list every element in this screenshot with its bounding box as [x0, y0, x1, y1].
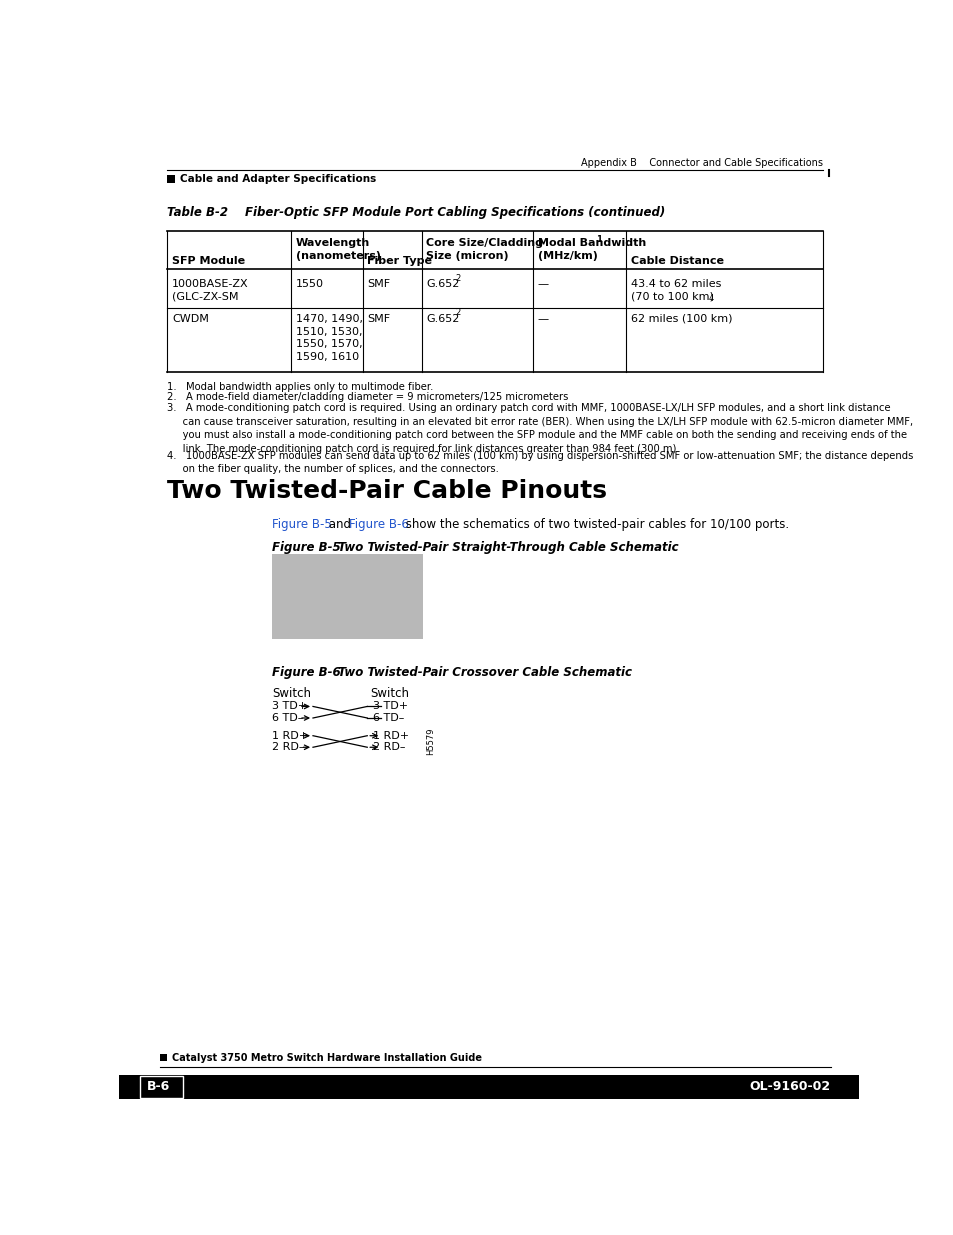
Text: Two Twisted-Pair Cable Pinouts: Two Twisted-Pair Cable Pinouts [167, 479, 607, 504]
Bar [119, 1074, 858, 1099]
Text: 6 TD–: 6 TD– [373, 713, 404, 722]
Text: H5579: H5579 [426, 727, 435, 756]
Text: 1470, 1490,
1510, 1530,
1550, 1570,
1590, 1610: 1470, 1490, 1510, 1530, 1550, 1570, 1590… [295, 314, 362, 362]
Text: Cable and Adapter Specifications: Cable and Adapter Specifications [179, 174, 375, 184]
Text: SFP Module: SFP Module [172, 256, 245, 266]
Text: CWDM: CWDM [172, 314, 209, 324]
Text: Cable Distance: Cable Distance [630, 256, 723, 266]
Text: 2: 2 [456, 309, 460, 317]
Text: Appendix B    Connector and Cable Specifications: Appendix B Connector and Cable Specifica… [580, 158, 822, 168]
Text: 1 RD+: 1 RD+ [272, 731, 308, 741]
Text: SMF: SMF [367, 314, 390, 324]
Text: G.652: G.652 [426, 279, 459, 289]
Text: B-6: B-6 [146, 1081, 170, 1093]
Text: OL-9160-02: OL-9160-02 [749, 1081, 830, 1093]
Bar [272, 555, 422, 638]
Text: 4.   1000BASE-ZX SFP modules can send data up to 62 miles (100 km) by using disp: 4. 1000BASE-ZX SFP modules can send data… [167, 451, 913, 474]
Text: —: — [537, 314, 548, 324]
Text: Catalyst 3750 Metro Switch Hardware Installation Guide: Catalyst 3750 Metro Switch Hardware Inst… [172, 1053, 481, 1063]
Text: Switch: Switch [370, 687, 409, 700]
Text: Modal Bandwidth
(MHz/km): Modal Bandwidth (MHz/km) [537, 238, 645, 261]
Bar [159, 1055, 167, 1061]
Text: G.652: G.652 [426, 314, 459, 324]
Text: Wavelength
(nanometers): Wavelength (nanometers) [295, 238, 380, 261]
Text: 1 RD+: 1 RD+ [373, 731, 409, 741]
Text: —: — [537, 279, 548, 289]
Text: Two Twisted-Pair Straight-Through Cable Schematic: Two Twisted-Pair Straight-Through Cable … [337, 541, 678, 555]
Text: 43.4 to 62 miles
(70 to 100 km): 43.4 to 62 miles (70 to 100 km) [630, 279, 720, 301]
Text: 1: 1 [596, 235, 601, 243]
Text: Fiber-Optic SFP Module Port Cabling Specifications (continued): Fiber-Optic SFP Module Port Cabling Spec… [245, 206, 664, 219]
Text: 1550: 1550 [295, 279, 324, 289]
Bar [140, 1076, 183, 1098]
Text: Fiber Type: Fiber Type [367, 256, 432, 266]
Text: 4: 4 [707, 294, 713, 303]
Text: Two Twisted-Pair Crossover Cable Schematic: Two Twisted-Pair Crossover Cable Schemat… [337, 667, 631, 679]
Text: 6 TD–: 6 TD– [272, 713, 303, 722]
Text: Core Size/Cladding
Size (micron): Core Size/Cladding Size (micron) [426, 238, 542, 261]
Text: 2: 2 [456, 274, 460, 283]
Text: 62 miles (100 km): 62 miles (100 km) [630, 314, 732, 324]
Text: 1.   Modal bandwidth applies only to multimode fiber.: 1. Modal bandwidth applies only to multi… [167, 382, 434, 391]
Text: 3 TD+: 3 TD+ [373, 701, 408, 711]
Text: Switch: Switch [272, 687, 311, 700]
Text: 2 RD–: 2 RD– [373, 742, 406, 752]
Text: 1000BASE-ZX
(GLC-ZX-SM: 1000BASE-ZX (GLC-ZX-SM [172, 279, 249, 301]
Text: 2.   A mode-field diameter/cladding diameter = 9 micrometers/125 micrometers: 2. A mode-field diameter/cladding diamet… [167, 393, 568, 403]
Text: Figure B-5: Figure B-5 [272, 541, 340, 555]
Bar [167, 175, 174, 183]
Text: Figure B-5: Figure B-5 [272, 517, 332, 531]
Text: Table B-2: Table B-2 [167, 206, 228, 219]
Text: Figure B-6: Figure B-6 [272, 667, 340, 679]
Text: 3 TD+: 3 TD+ [272, 701, 307, 711]
Text: and: and [325, 517, 355, 531]
Text: 2 RD–: 2 RD– [272, 742, 304, 752]
Text: 3.   A mode-conditioning patch cord is required. Using an ordinary patch cord wi: 3. A mode-conditioning patch cord is req… [167, 403, 912, 454]
Text: show the schematics of two twisted-pair cables for 10/100 ports.: show the schematics of two twisted-pair … [402, 517, 788, 531]
Text: Figure B-6: Figure B-6 [348, 517, 408, 531]
Text: SMF: SMF [367, 279, 390, 289]
